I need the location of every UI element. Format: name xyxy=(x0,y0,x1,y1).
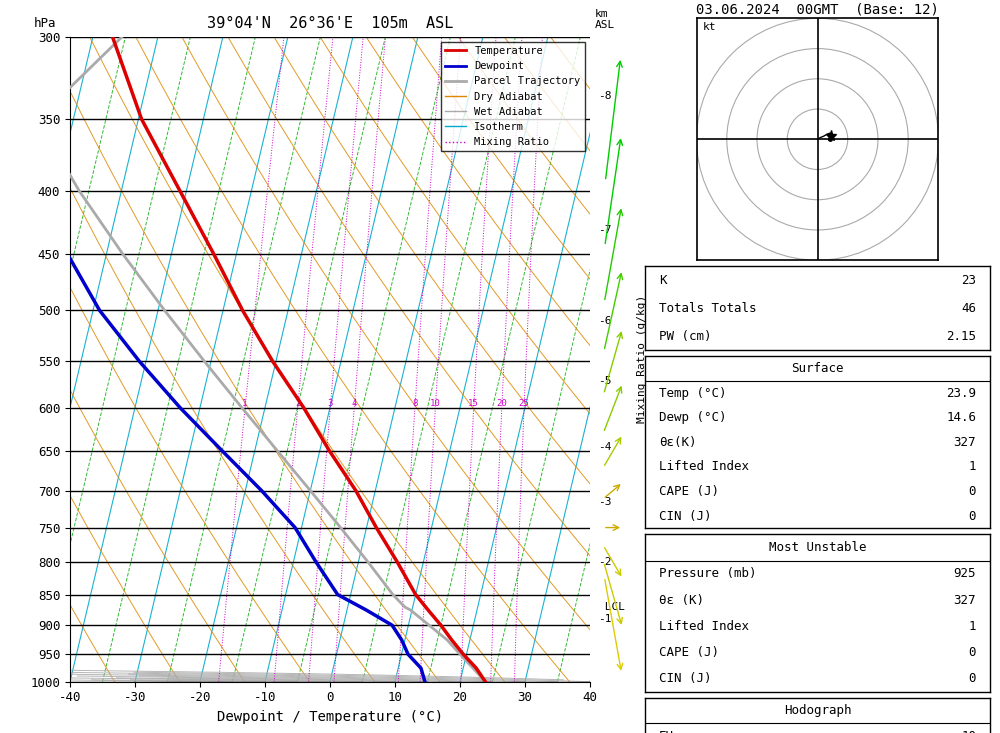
Text: kt: kt xyxy=(703,23,716,32)
Text: -5: -5 xyxy=(598,375,611,386)
Text: -1: -1 xyxy=(598,614,611,625)
Text: 23.9: 23.9 xyxy=(946,386,976,399)
Text: 0: 0 xyxy=(969,646,976,659)
Text: 2: 2 xyxy=(295,399,300,408)
Text: CIN (J): CIN (J) xyxy=(659,509,711,523)
Text: hPa: hPa xyxy=(34,17,56,30)
Text: Totals Totals: Totals Totals xyxy=(659,302,756,314)
Text: CAPE (J): CAPE (J) xyxy=(659,646,719,659)
Text: Pressure (mb): Pressure (mb) xyxy=(659,567,756,581)
Text: Most Unstable: Most Unstable xyxy=(769,541,866,554)
Text: 23: 23 xyxy=(961,273,976,287)
Text: LCL: LCL xyxy=(598,602,625,612)
Text: 46: 46 xyxy=(961,302,976,314)
Text: -6: -6 xyxy=(598,316,611,326)
Text: PW (cm): PW (cm) xyxy=(659,330,711,343)
Text: Dewp (°C): Dewp (°C) xyxy=(659,411,726,424)
Text: K: K xyxy=(659,273,666,287)
Text: CAPE (J): CAPE (J) xyxy=(659,485,719,498)
Text: -4: -4 xyxy=(598,442,611,452)
Text: 327: 327 xyxy=(954,436,976,449)
Text: 25: 25 xyxy=(519,399,529,408)
Text: 10: 10 xyxy=(961,730,976,733)
Text: 0: 0 xyxy=(969,485,976,498)
Text: Mixing Ratio (g/kg): Mixing Ratio (g/kg) xyxy=(637,295,647,423)
Text: 1: 1 xyxy=(242,399,248,408)
Text: CIN (J): CIN (J) xyxy=(659,672,711,685)
X-axis label: Dewpoint / Temperature (°C): Dewpoint / Temperature (°C) xyxy=(217,710,443,724)
Text: 14.6: 14.6 xyxy=(946,411,976,424)
Text: -7: -7 xyxy=(598,224,611,235)
Text: 1: 1 xyxy=(969,460,976,474)
Text: -8: -8 xyxy=(598,91,611,100)
Text: 10: 10 xyxy=(430,399,441,408)
Title: 39°04'N  26°36'E  105m  ASL: 39°04'N 26°36'E 105m ASL xyxy=(207,16,453,32)
Text: Lifted Index: Lifted Index xyxy=(659,460,749,474)
Text: 20: 20 xyxy=(496,399,507,408)
Text: 1: 1 xyxy=(969,620,976,633)
Text: 3: 3 xyxy=(328,399,333,408)
Text: θε(K): θε(K) xyxy=(659,436,696,449)
Text: 327: 327 xyxy=(954,594,976,606)
Text: 0: 0 xyxy=(969,672,976,685)
Text: 15: 15 xyxy=(468,399,479,408)
Text: -2: -2 xyxy=(598,557,611,567)
Text: 2.15: 2.15 xyxy=(946,330,976,343)
Text: 0: 0 xyxy=(969,509,976,523)
Text: θε (K): θε (K) xyxy=(659,594,704,606)
Text: Temp (°C): Temp (°C) xyxy=(659,386,726,399)
Text: 4: 4 xyxy=(352,399,357,408)
Text: Lifted Index: Lifted Index xyxy=(659,620,749,633)
Text: -3: -3 xyxy=(598,497,611,507)
Text: 03.06.2024  00GMT  (Base: 12): 03.06.2024 00GMT (Base: 12) xyxy=(696,2,939,16)
Text: 925: 925 xyxy=(954,567,976,581)
Legend: Temperature, Dewpoint, Parcel Trajectory, Dry Adiabat, Wet Adiabat, Isotherm, Mi: Temperature, Dewpoint, Parcel Trajectory… xyxy=(441,42,585,152)
Text: 8: 8 xyxy=(412,399,418,408)
Text: Hodograph: Hodograph xyxy=(784,704,851,717)
Text: km
ASL: km ASL xyxy=(595,9,615,30)
Text: EH: EH xyxy=(659,730,674,733)
Text: Surface: Surface xyxy=(791,362,844,375)
